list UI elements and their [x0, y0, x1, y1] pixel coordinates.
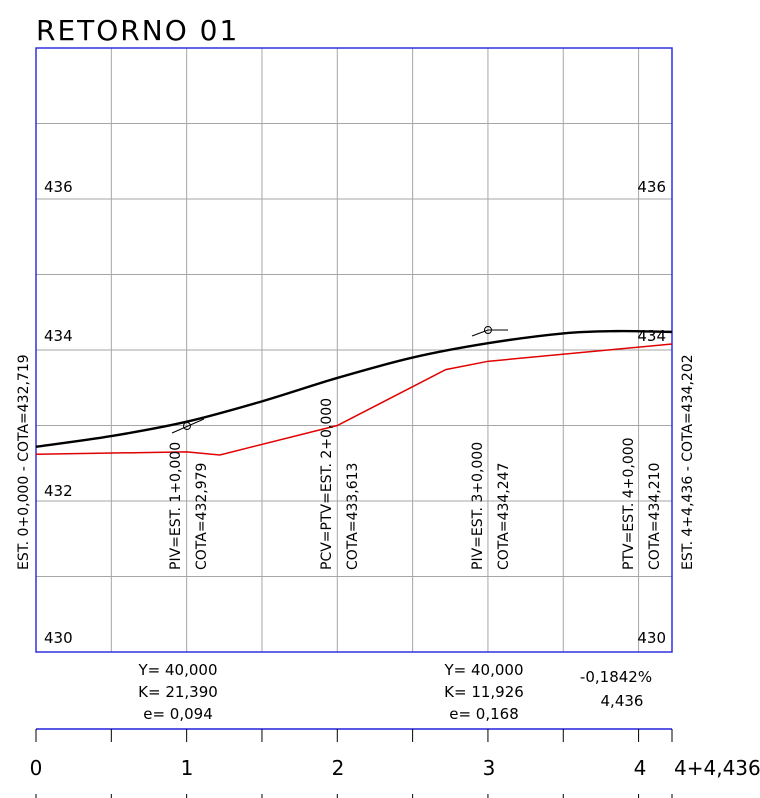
- curve-data-2: Y= 40,000 K= 11,926 e= 0,168: [444, 661, 524, 723]
- piv1-station-label: PIV=EST. 1+0,000: [168, 442, 184, 570]
- grade-length: 4,436: [601, 692, 644, 710]
- final-grade: -0,1842% 4,436: [580, 668, 652, 710]
- start-station-label: EST. 0+0,000 - COTA=432,719: [16, 354, 32, 570]
- piv3-cota-label: COTA=434,247: [496, 463, 512, 570]
- profile-frame: [35, 47, 673, 653]
- drawing-title: RETORNO 01: [36, 14, 239, 47]
- station-tick-1: 1: [181, 756, 194, 780]
- station-tick-end: 4+4,436: [674, 756, 760, 780]
- elev-right-434: 434: [637, 327, 666, 345]
- station-tick-2: 2: [332, 756, 345, 780]
- piv-marker-3: [471, 326, 508, 337]
- elev-right-430: 430: [637, 629, 666, 647]
- elev-left-436: 436: [44, 178, 73, 196]
- station-tick-0: 0: [30, 756, 43, 780]
- pcv-ptv-cota-label: COTA=433,613: [345, 463, 361, 570]
- curve-data-1: Y= 40,000 K= 21,390 e= 0,094: [138, 661, 218, 723]
- vertical-labels: EST. 0+0,000 - COTA=432,719 EST. 4+4,436…: [16, 354, 696, 570]
- piv3-station-label: PIV=EST. 3+0,000: [470, 442, 486, 570]
- curve1-y: Y= 40,000: [138, 661, 218, 679]
- piv1-cota-label: COTA=432,979: [194, 463, 210, 570]
- elev-left-434: 434: [44, 327, 73, 345]
- elev-left-432: 432: [44, 482, 73, 500]
- piv-marker-1: [171, 418, 205, 434]
- pcv-ptv-station-label: PCV=PTV=EST. 2+0,000: [319, 398, 335, 570]
- ptv-cota-label: COTA=434,210: [647, 463, 663, 570]
- elevation-labels: 436 434 432 430 436 434 430: [44, 178, 666, 647]
- design-profile-line: [35, 329, 673, 448]
- grade-value: -0,1842%: [580, 668, 652, 686]
- station-tick-4: 4: [634, 756, 647, 780]
- grid: [35, 48, 672, 652]
- end-station-label: EST. 4+4,436 - COTA=434,202: [680, 354, 696, 570]
- elev-left-430: 430: [44, 629, 73, 647]
- station-tick-3: 3: [483, 756, 496, 780]
- elev-right-436: 436: [637, 178, 666, 196]
- curve2-k: K= 11,926: [444, 683, 524, 701]
- profile-lines: [35, 329, 673, 456]
- curve1-e: e= 0,094: [143, 705, 213, 723]
- terrain-profile-line: [35, 343, 673, 456]
- curve2-e: e= 0,168: [449, 705, 519, 723]
- ptv-station-label: PTV=EST. 4+0,000: [621, 437, 637, 570]
- curve1-k: K= 21,390: [138, 683, 218, 701]
- curve2-y: Y= 40,000: [444, 661, 524, 679]
- station-axis: 0 1 2 3 4 4+4,436: [30, 728, 760, 798]
